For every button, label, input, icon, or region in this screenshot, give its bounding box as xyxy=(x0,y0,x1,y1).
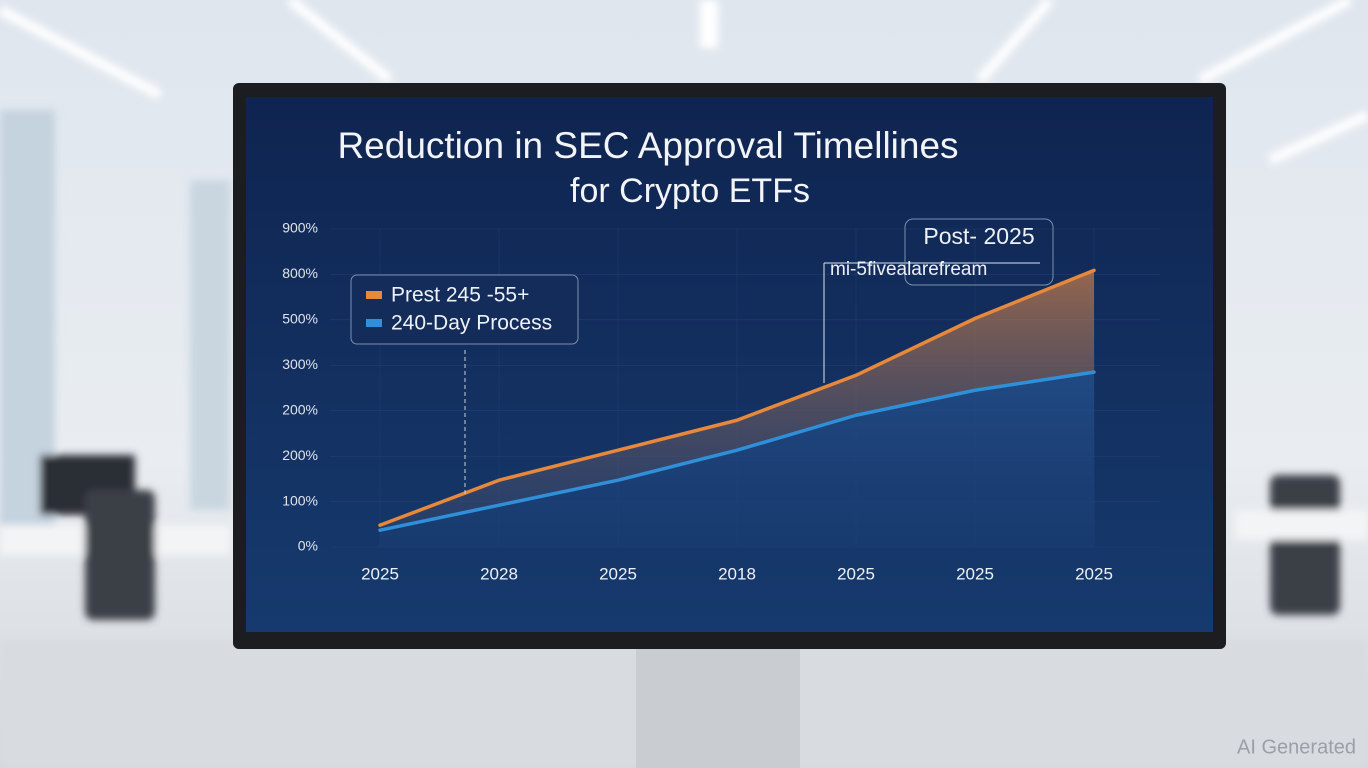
y-tick-label: 900% xyxy=(282,220,318,236)
x-tick-label: 2025 xyxy=(956,564,994,583)
monitor-stand xyxy=(636,648,800,768)
series-line xyxy=(378,268,1096,527)
annotation-box xyxy=(904,218,1054,286)
y-tick-label: 300% xyxy=(282,356,318,372)
y-tick-label: 800% xyxy=(282,265,318,281)
legend-swatch xyxy=(366,291,382,299)
legend-swatch xyxy=(366,319,382,327)
annotation-label: Post- 2025 xyxy=(923,223,1034,249)
y-tick-label: 200% xyxy=(282,401,318,417)
y-tick-label: 200% xyxy=(282,447,318,463)
x-tick-label: 2025 xyxy=(361,564,399,583)
x-tick-label: 2025 xyxy=(599,564,637,583)
y-tick-label: 100% xyxy=(282,492,318,508)
series-line xyxy=(378,370,1096,532)
area-fill xyxy=(380,372,1094,547)
x-tick-label: 2028 xyxy=(480,564,518,583)
plot: 0% 100% 200% 200% 300% 500% 800% 900% 2025 2028 20… xyxy=(282,220,1160,583)
legend-label: 240-Day Process xyxy=(391,312,552,335)
legend-label: Prest 245 -55+ xyxy=(391,284,529,307)
chart-title: Reduction in SEC Approval Timellines xyxy=(337,125,958,166)
watermark: AI Generated xyxy=(1237,736,1356,758)
chart-title: for Crypto ETFs xyxy=(570,172,810,210)
x-tick-label: 2025 xyxy=(1075,564,1113,583)
annotation-text: mi-5fivealarefream xyxy=(830,259,987,280)
y-tick-label: 0% xyxy=(298,538,318,554)
y-tick-label: 500% xyxy=(282,311,318,327)
legend-box xyxy=(350,274,579,345)
x-tick-label: 2018 xyxy=(718,564,756,583)
area-fill xyxy=(380,270,1094,531)
x-tick-label: 2025 xyxy=(837,564,875,583)
